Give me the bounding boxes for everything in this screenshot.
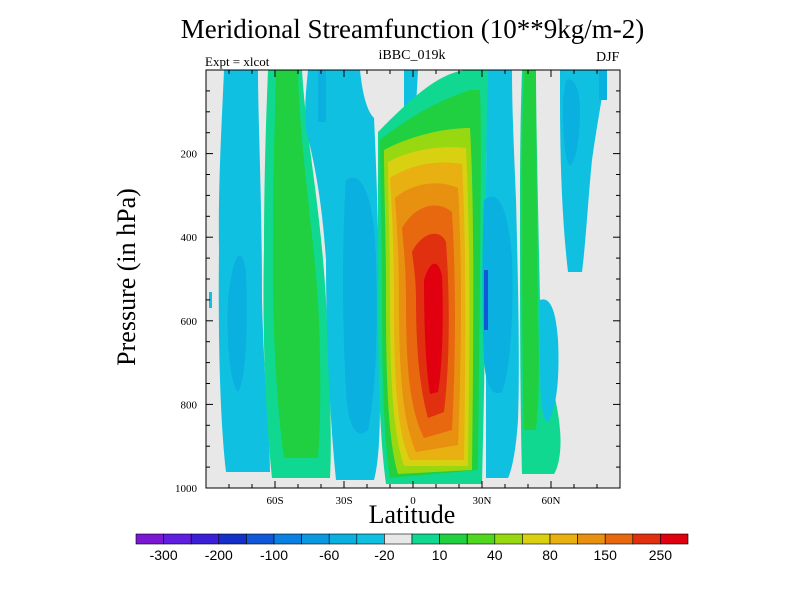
y-tick-label: 600 [181, 316, 198, 328]
y-tick-label: 800 [181, 399, 198, 411]
colorbar-swatch [604, 533, 634, 545]
colorbar-label: 250 [649, 547, 673, 563]
chart-subtitle: iBBC_019k [378, 48, 446, 63]
contour-nh-ferrel-core [522, 70, 539, 430]
contour-hadley-l9 [424, 263, 443, 394]
contour-nh-polar-inner [563, 79, 580, 166]
x-tick-label: 60N [542, 495, 561, 507]
x-axis-label: Latitude [368, 500, 456, 529]
colorbar-swatch [356, 533, 385, 545]
experiment-label: Expt = xlcot [205, 54, 270, 69]
colorbar-swatch [273, 533, 302, 545]
colorbar-label: 80 [542, 547, 558, 563]
contour-nh-midlat-strip [484, 270, 488, 330]
season-label: DJF [596, 50, 620, 65]
colorbar-swatch [246, 533, 275, 545]
colorbar [135, 533, 689, 545]
contour-sh-polar-tick [209, 292, 212, 308]
colorbar-label: 150 [594, 547, 618, 563]
x-tick-label: 60S [266, 495, 283, 507]
colorbar-swatch [190, 533, 220, 545]
colorbar-swatch [660, 533, 689, 545]
colorbar-labels: -300 -200 -100 -60 -20 10 40 80 150 250 [150, 547, 673, 563]
colorbar-swatch [135, 533, 164, 545]
contour-sh-polar-inner [227, 255, 247, 392]
colorbar-swatch [301, 533, 330, 545]
contour-nh-polar-cell-2 [539, 299, 559, 422]
colorbar-label: -60 [319, 547, 339, 563]
colorbar-swatch [218, 533, 247, 545]
colorbar-swatch [328, 533, 358, 545]
colorbar-label: 10 [432, 547, 448, 563]
colorbar-swatch [494, 533, 523, 545]
y-tick-label: 400 [181, 232, 198, 244]
contour-sh-midlat-strip [318, 70, 326, 122]
x-tick-label: 30S [335, 495, 352, 507]
x-tick-label: 30N [473, 495, 492, 507]
colorbar-swatch [549, 533, 578, 545]
colorbar-swatch [632, 533, 661, 545]
contour-sh-midlat-inner [343, 177, 377, 434]
colorbar-swatch [163, 533, 192, 545]
contour-nh-midlat-inner [482, 196, 513, 394]
chart-title: Meridional Streamfunction (10**9kg/m-2) [180, 14, 645, 44]
colorbar-swatch [577, 533, 606, 545]
colorbar-label: -300 [150, 547, 178, 563]
colorbar-swatch [384, 533, 413, 545]
contour-sh-ferrel-core [272, 70, 321, 458]
colorbar-swatch [466, 533, 496, 545]
colorbar-label: 40 [487, 547, 503, 563]
x-tick-label: 0 [410, 495, 416, 507]
colorbar-label: -20 [374, 547, 394, 563]
axis-ticks [206, 70, 620, 489]
colorbar-swatch [522, 533, 551, 545]
contour-nh-polar-strip [599, 70, 607, 100]
contour-fields [209, 70, 607, 484]
y-tick-label: 200 [181, 149, 198, 161]
colorbar-swatch [411, 533, 440, 545]
colorbar-label: -100 [260, 547, 288, 563]
y-tick-label: 1000 [175, 483, 198, 495]
colorbar-swatch [439, 533, 468, 545]
colorbar-label: -200 [205, 547, 233, 563]
axis-tick-labels: 60S 30S 0 30N 60N 200 400 600 800 1000 [175, 149, 561, 507]
